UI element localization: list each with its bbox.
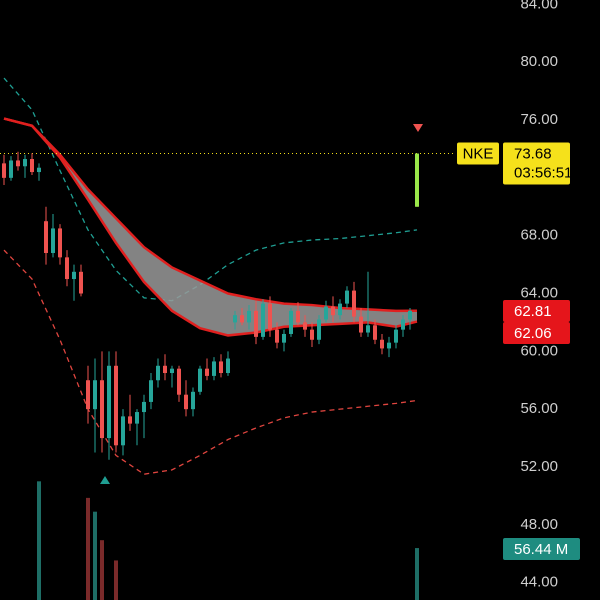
candle-body xyxy=(345,290,349,304)
candle-body xyxy=(415,153,419,207)
candle-body xyxy=(226,358,230,374)
candle-body xyxy=(205,368,209,376)
candle-body xyxy=(408,310,412,320)
candle-body xyxy=(86,380,90,410)
y-tick-label: 64.00 xyxy=(520,284,558,301)
candle-body xyxy=(37,167,41,173)
y-tick-label: 68.00 xyxy=(520,227,558,244)
candle-body xyxy=(331,306,335,316)
y-tick-label: 44.00 xyxy=(520,574,558,591)
candle-body xyxy=(254,310,258,337)
volume-box xyxy=(503,538,580,560)
candle-body xyxy=(51,228,55,254)
band-lower-box xyxy=(503,322,570,344)
volume-label: 56.44 M xyxy=(514,541,568,558)
price-box xyxy=(503,142,570,185)
y-tick-label: 60.00 xyxy=(520,342,558,359)
candle-body xyxy=(275,329,279,343)
y-tick-label: 52.00 xyxy=(520,458,558,475)
candle-body xyxy=(394,329,398,343)
candle-body xyxy=(170,368,174,374)
candle-body xyxy=(128,416,132,424)
candle-body xyxy=(268,303,272,330)
candle-body xyxy=(156,365,160,381)
candle-body xyxy=(366,325,370,333)
candle-body xyxy=(219,361,223,374)
candle-body xyxy=(100,380,104,439)
volume-bar xyxy=(93,511,97,600)
candle-body xyxy=(44,221,48,254)
candle-body xyxy=(163,365,167,374)
candle-body xyxy=(373,325,377,340)
candle-body xyxy=(191,391,195,410)
candle-body xyxy=(184,394,188,410)
candle-body xyxy=(58,228,62,258)
candle-body xyxy=(107,365,111,439)
y-tick-label: 76.00 xyxy=(520,111,558,128)
candle-body xyxy=(93,380,97,410)
last-price-label: 73.68 xyxy=(514,146,552,163)
volume-bar xyxy=(100,540,104,600)
candle-body xyxy=(401,319,405,330)
candle-body xyxy=(72,271,76,280)
candle-body xyxy=(310,329,314,340)
symbol-label: NKE xyxy=(463,146,494,163)
y-tick-label: 48.00 xyxy=(520,516,558,533)
candle-body xyxy=(289,310,293,334)
candle-body xyxy=(2,163,6,178)
candle-body xyxy=(387,342,391,349)
volume-bar xyxy=(37,481,41,600)
candle-body xyxy=(296,310,300,323)
candle-body xyxy=(114,365,118,446)
envelope-line xyxy=(3,249,418,475)
symbol-box xyxy=(457,142,499,165)
volume-bar xyxy=(86,497,90,600)
candle-body xyxy=(282,333,286,343)
candle-body xyxy=(121,416,125,446)
candle-body xyxy=(79,271,83,294)
volume-bar xyxy=(114,560,118,600)
candle-body xyxy=(303,322,307,330)
y-tick-label: 84.00 xyxy=(520,0,558,12)
candle-body xyxy=(317,319,321,340)
band-upper-box xyxy=(503,300,570,322)
y-tick-label: 80.00 xyxy=(520,53,558,70)
band-line xyxy=(3,117,418,337)
candle-body xyxy=(247,310,251,323)
candle-body xyxy=(359,316,363,333)
candle-body xyxy=(352,290,356,317)
sell-signal xyxy=(413,124,423,132)
candle-body xyxy=(177,368,181,395)
candle-body xyxy=(149,380,153,402)
candle-body xyxy=(338,303,342,316)
countdown-label: 03:56:51 xyxy=(514,165,572,182)
candle-body xyxy=(261,303,265,337)
candle-body xyxy=(240,315,244,323)
band-lower-label: 62.06 xyxy=(514,325,552,342)
envelope-line xyxy=(3,77,418,302)
buy-signal xyxy=(100,476,110,484)
candle-body xyxy=(380,339,384,349)
candle-body xyxy=(212,361,216,376)
candle-body xyxy=(198,368,202,392)
y-tick-label: 56.00 xyxy=(520,400,558,417)
candle-body xyxy=(135,412,139,424)
volume-bar xyxy=(415,548,419,600)
candle-body xyxy=(30,159,34,173)
band-upper-label: 62.81 xyxy=(514,303,552,320)
candle-body xyxy=(233,315,237,323)
candle-body xyxy=(16,160,20,167)
candle-body xyxy=(65,257,69,280)
candle-body xyxy=(324,306,328,320)
candle-body xyxy=(23,159,27,167)
candle-body xyxy=(142,401,146,413)
candle-body xyxy=(9,160,13,178)
